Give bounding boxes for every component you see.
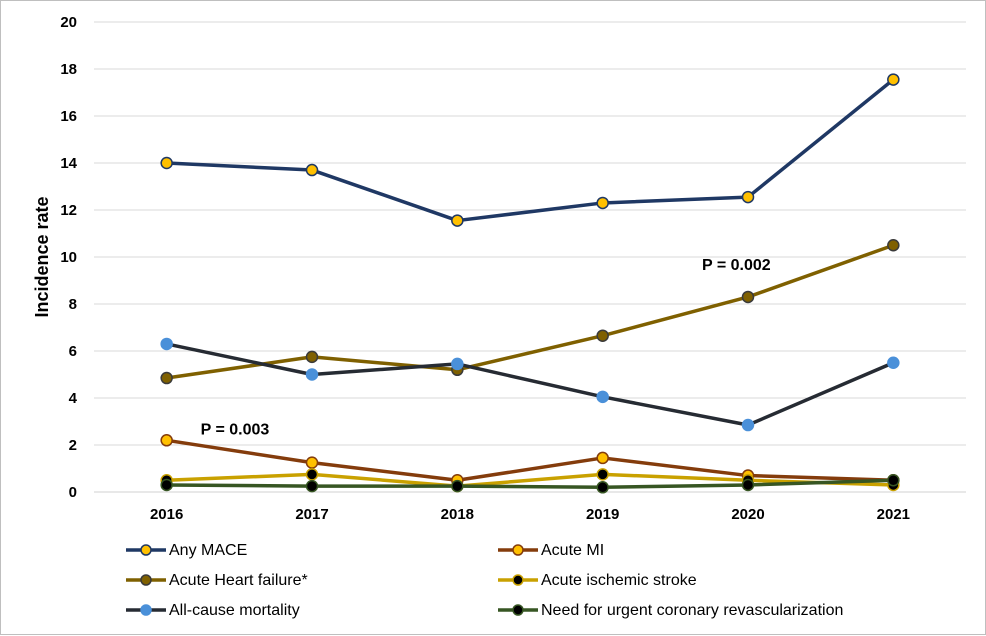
y-tick-label: 12 (60, 202, 77, 219)
data-point (160, 156, 173, 170)
y-tick-label: 18 (60, 61, 77, 78)
x-tick-label: 2016 (150, 506, 183, 523)
legend-swatch-marker (512, 574, 524, 586)
data-point (741, 290, 755, 304)
data-point (887, 356, 900, 369)
y-tick-label: 4 (69, 390, 78, 407)
data-point (305, 456, 319, 469)
data-point (305, 479, 319, 493)
data-point (596, 196, 609, 210)
data-point (596, 468, 609, 481)
legend-swatch-marker (512, 604, 524, 616)
legend-swatch-marker (140, 574, 152, 586)
data-point (596, 451, 609, 465)
y-tick-label: 2 (69, 437, 77, 454)
series-line-0 (166, 78, 895, 223)
data-point (887, 239, 900, 252)
p-value-annotation: P = 0.002 (702, 257, 771, 274)
data-point (160, 434, 173, 447)
legend-label: Need for urgent coronary revascularizati… (541, 602, 843, 619)
data-point (305, 350, 319, 364)
legend-swatch-marker (140, 544, 152, 556)
legend-label: Acute Heart failure* (169, 572, 308, 589)
series-line-2 (166, 243, 894, 380)
legend-label: Acute ischemic stroke (541, 572, 697, 589)
data-point (596, 481, 609, 494)
x-tick-label: 2019 (586, 506, 619, 523)
data-point (451, 479, 464, 493)
data-point (160, 478, 173, 492)
data-point (596, 329, 609, 342)
legend-label: Acute MI (541, 542, 604, 559)
series-line-5 (166, 478, 894, 490)
x-tick-label: 2021 (877, 506, 910, 523)
data-point (741, 418, 755, 432)
x-tick-label: 2018 (441, 506, 474, 523)
x-tick-label: 2017 (295, 506, 328, 523)
series-line-1 (166, 438, 894, 482)
p-value-annotation: P = 0.003 (201, 421, 270, 438)
data-point (887, 73, 900, 86)
data-point (887, 474, 900, 487)
data-point (741, 190, 755, 204)
series-line-3 (166, 472, 894, 488)
data-point (305, 468, 319, 481)
data-point (160, 337, 173, 351)
legend-label: Any MACE (169, 542, 247, 559)
legend-swatch-marker (140, 604, 152, 616)
data-point (451, 357, 464, 371)
data-point (596, 390, 609, 404)
data-point (451, 214, 464, 227)
x-tick-label: 2020 (731, 506, 764, 523)
y-tick-label: 8 (69, 296, 77, 313)
y-tick-label: 14 (60, 155, 77, 172)
legend-label: All-cause mortality (169, 602, 300, 619)
y-tick-label: 6 (69, 343, 77, 360)
y-tick-label: 10 (60, 249, 77, 266)
data-point (305, 368, 319, 381)
y-tick-label: 20 (60, 14, 77, 31)
series-line-4 (166, 342, 895, 427)
data-point (160, 371, 173, 385)
data-point (741, 478, 755, 492)
y-axis-label: Incidence rate (32, 196, 52, 317)
y-tick-label: 0 (69, 484, 77, 501)
legend-swatch-marker (512, 544, 524, 556)
data-point (305, 163, 319, 177)
y-tick-label: 16 (60, 108, 77, 125)
